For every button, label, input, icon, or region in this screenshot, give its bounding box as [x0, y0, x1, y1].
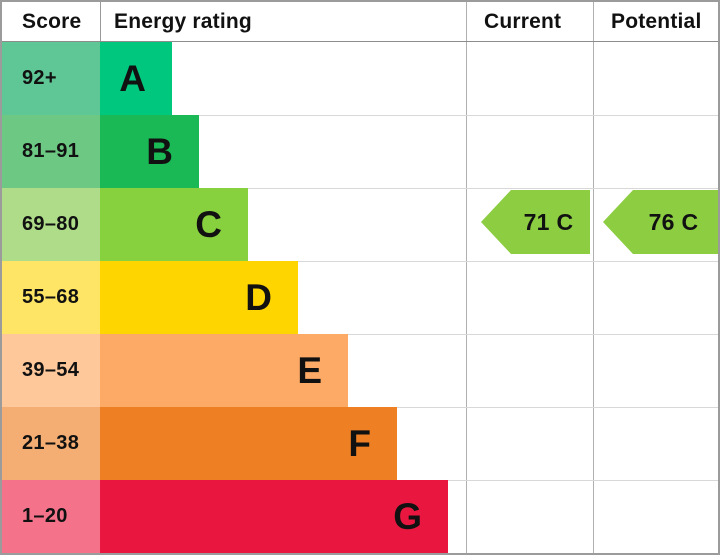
band-row-b: 81–91 B — [2, 115, 718, 188]
score-range-g: 1–20 — [2, 480, 100, 553]
band-row-a: 92+ A — [2, 42, 718, 115]
score-column-divider — [100, 2, 101, 41]
score-range-e: 39–54 — [2, 334, 100, 407]
header-current: Current — [484, 9, 562, 33]
score-range-f: 21–38 — [2, 407, 100, 480]
rating-bar-d: D — [100, 261, 298, 334]
rating-bar-e: E — [100, 334, 348, 407]
band-row-c: 69–80 C — [2, 188, 718, 261]
score-range-c: 69–80 — [2, 188, 100, 261]
band-row-g: 1–20 G — [2, 480, 718, 553]
header-potential: Potential — [611, 9, 702, 33]
header-energy-rating: Energy rating — [114, 9, 252, 33]
band-row-f: 21–38 F — [2, 407, 718, 480]
score-range-d: 55–68 — [2, 261, 100, 334]
row-divider-line — [2, 115, 718, 116]
band-row-d: 55–68 D — [2, 261, 718, 334]
current-column-divider — [466, 2, 467, 553]
band-rows: 92+ A 81–91 B 69–80 C 55–68 D 39–54 E 21… — [2, 42, 718, 553]
header-row: Score Energy rating Current Potential — [2, 2, 718, 42]
rating-bar-f: F — [100, 407, 397, 480]
score-range-a: 92+ — [2, 42, 100, 115]
rating-bar-a: A — [100, 42, 172, 115]
row-divider-line — [2, 261, 718, 262]
header-score: Score — [22, 9, 82, 33]
row-divider-line — [2, 188, 718, 189]
rating-bar-b: B — [100, 115, 199, 188]
band-row-e: 39–54 E — [2, 334, 718, 407]
potential-column-divider — [593, 2, 594, 553]
rating-bar-g: G — [100, 480, 448, 553]
rating-bar-c: C — [100, 188, 248, 261]
row-divider-line — [2, 334, 718, 335]
score-range-b: 81–91 — [2, 115, 100, 188]
